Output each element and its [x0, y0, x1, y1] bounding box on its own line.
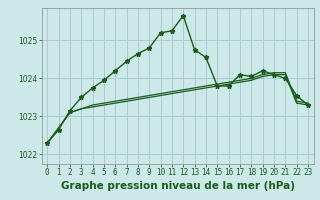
- X-axis label: Graphe pression niveau de la mer (hPa): Graphe pression niveau de la mer (hPa): [60, 181, 295, 191]
